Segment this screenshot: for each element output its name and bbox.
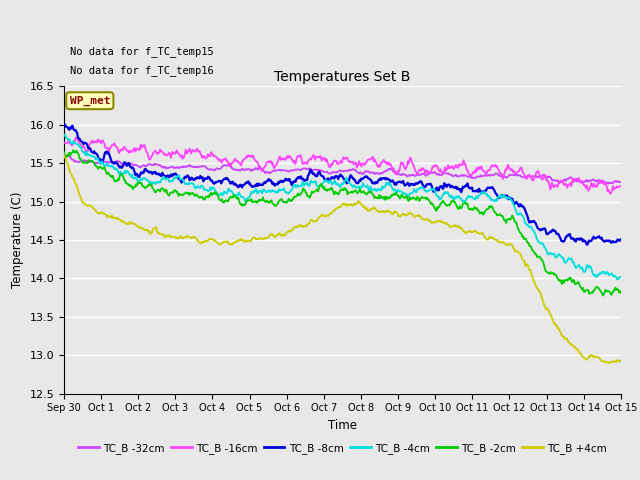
Title: Temperatures Set B: Temperatures Set B [274, 70, 411, 84]
Y-axis label: Temperature (C): Temperature (C) [11, 192, 24, 288]
X-axis label: Time: Time [328, 419, 357, 432]
Text: WP_met: WP_met [70, 96, 110, 106]
Legend: TC_B -32cm, TC_B -16cm, TC_B -8cm, TC_B -4cm, TC_B -2cm, TC_B +4cm: TC_B -32cm, TC_B -16cm, TC_B -8cm, TC_B … [74, 439, 611, 458]
Text: No data for f_TC_temp15: No data for f_TC_temp15 [70, 47, 213, 58]
Text: No data for f_TC_temp16: No data for f_TC_temp16 [70, 65, 213, 76]
